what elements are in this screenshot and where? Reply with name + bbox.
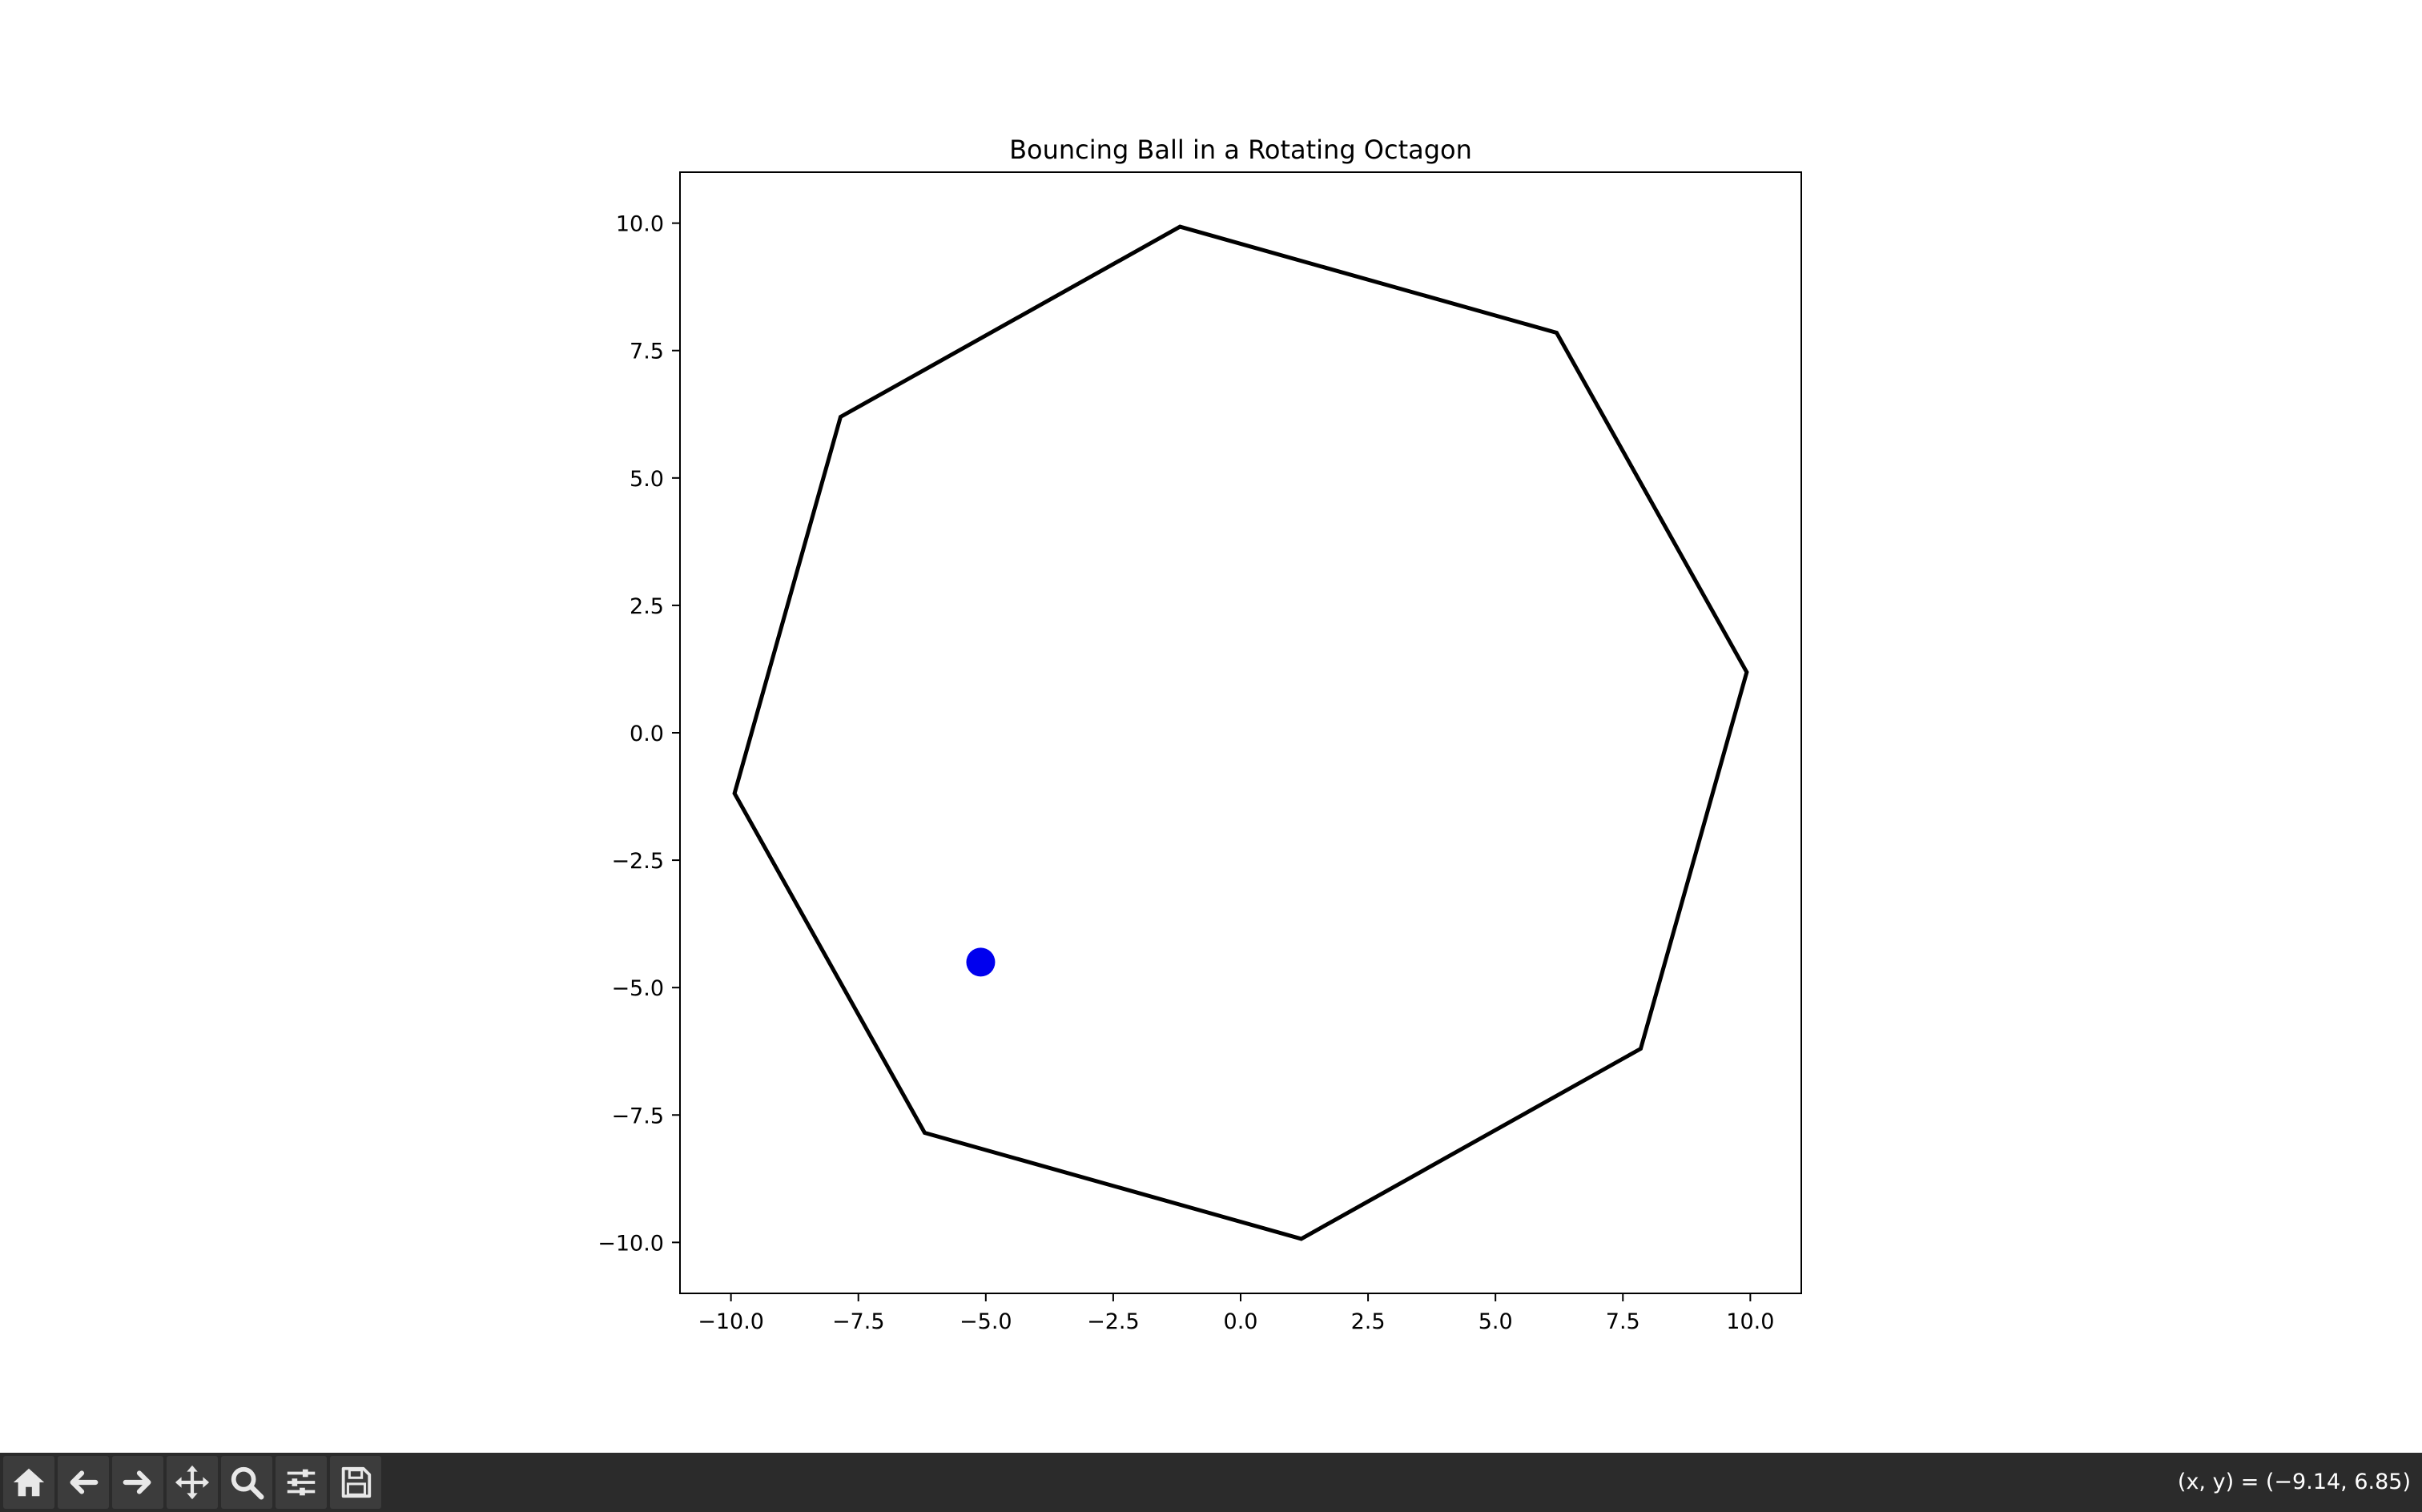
figure-canvas[interactable]: Bouncing Ball in a Rotating Octagon −10.… [0, 0, 2422, 1453]
axes-frame [679, 171, 1802, 1294]
sliders-icon [287, 1469, 316, 1496]
coordinate-readout: (x, y) = (−9.14, 6.85) [2177, 1470, 2411, 1494]
forward-arrow-icon [123, 1470, 151, 1494]
y-tick-label: 7.5 [630, 340, 664, 364]
x-tick-label: −2.5 [1087, 1309, 1140, 1334]
chart-title: Bouncing Ball in a Rotating Octagon [1009, 135, 1472, 165]
x-tick-label: 5.0 [1479, 1309, 1513, 1334]
y-tick-label: −5.0 [611, 976, 664, 1001]
x-tick-label: 7.5 [1606, 1309, 1640, 1334]
y-tick-label: 10.0 [616, 212, 664, 237]
zoom-button[interactable] [221, 1456, 272, 1509]
back-button[interactable] [58, 1456, 109, 1509]
x-tick-label: −7.5 [832, 1309, 885, 1334]
back-arrow-icon [70, 1470, 99, 1494]
y-tick-label: −2.5 [611, 849, 664, 874]
y-tick-label: −7.5 [611, 1104, 664, 1128]
home-button[interactable] [3, 1456, 54, 1509]
octagon-outline [732, 224, 1749, 1241]
move-icon [175, 1465, 210, 1500]
configure-subplots-button[interactable] [276, 1456, 327, 1509]
x-tick-label: −10.0 [698, 1309, 764, 1334]
floppy-disk-icon [341, 1466, 372, 1498]
magnifier-icon [231, 1466, 264, 1500]
plot-area: Bouncing Ball in a Rotating Octagon −10.… [597, 135, 1802, 1334]
x-tick-label: 0.0 [1224, 1309, 1258, 1334]
x-tick-label: 10.0 [1726, 1309, 1774, 1334]
save-button[interactable] [330, 1456, 381, 1509]
y-tick-label: 5.0 [630, 467, 664, 492]
navigation-toolbar: (x, y) = (−9.14, 6.85) [0, 1453, 2422, 1512]
x-tick-label: −5.0 [960, 1309, 1012, 1334]
y-tick-label: −10.0 [597, 1231, 664, 1256]
home-icon [13, 1468, 45, 1497]
y-tick-label: 0.0 [630, 722, 664, 746]
ball [966, 947, 996, 977]
y-tick-label: 2.5 [630, 594, 664, 619]
forward-button[interactable] [112, 1456, 163, 1509]
x-tick-label: 2.5 [1351, 1309, 1386, 1334]
pan-button[interactable] [167, 1456, 218, 1509]
